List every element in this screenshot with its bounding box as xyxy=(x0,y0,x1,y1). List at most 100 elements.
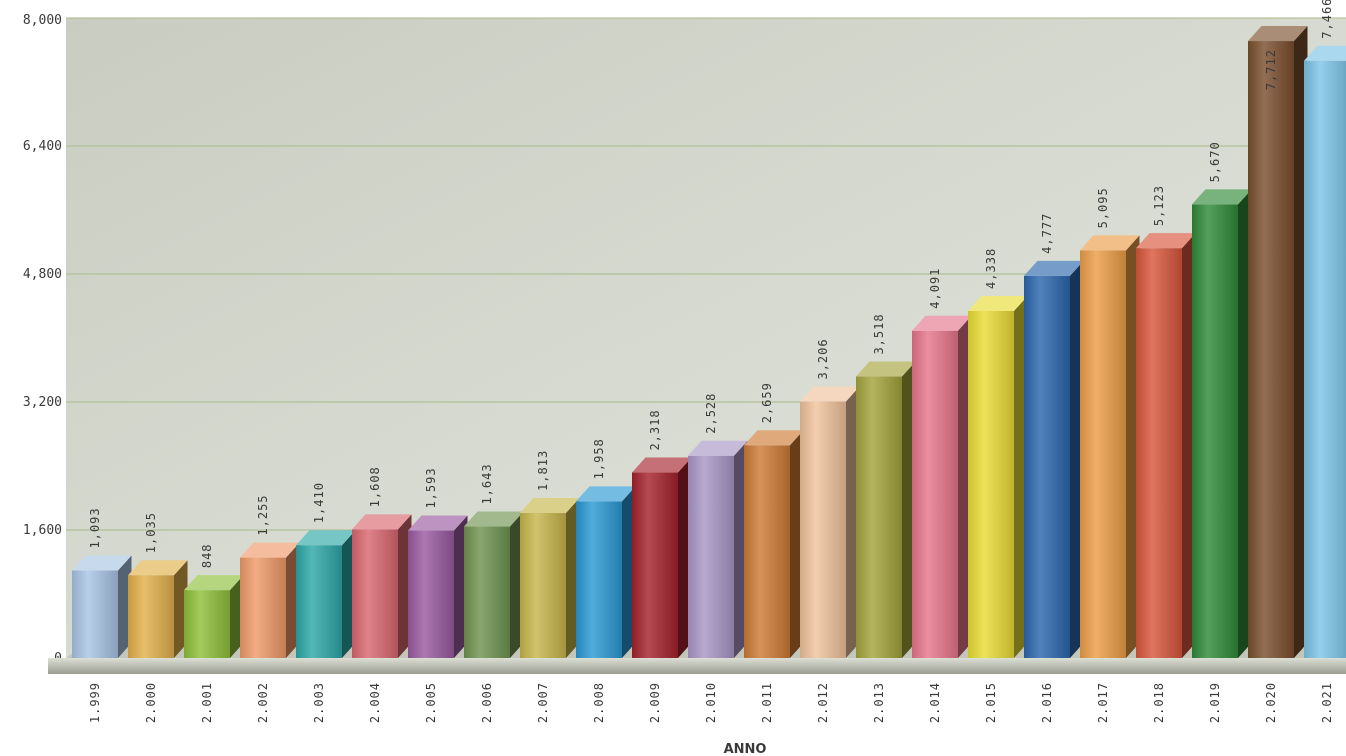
y-tick-label: 3,200 xyxy=(23,395,62,410)
floor-front xyxy=(48,658,1346,674)
bar-value-label: 4,777 xyxy=(1040,213,1054,254)
y-tick-label: 8,000 xyxy=(23,13,62,28)
bar-value-label: 3,518 xyxy=(872,313,886,354)
x-tick-label: 2.016 xyxy=(1040,682,1054,723)
bar[interactable] xyxy=(464,511,524,658)
bar-value-label: 1,093 xyxy=(88,507,102,548)
bar[interactable] xyxy=(1024,260,1084,658)
bar-front xyxy=(968,310,1014,658)
bar[interactable] xyxy=(744,430,804,658)
bar[interactable] xyxy=(856,361,916,658)
bar[interactable] xyxy=(1192,189,1252,658)
bar-front xyxy=(296,545,342,658)
bar[interactable] xyxy=(688,440,748,658)
bar-value-label: 1,958 xyxy=(592,438,606,479)
bar[interactable] xyxy=(184,575,244,658)
bar-top xyxy=(296,530,356,546)
x-tick-label: 2.014 xyxy=(928,682,942,723)
bar[interactable] xyxy=(1248,26,1308,659)
bar-front xyxy=(1304,60,1346,659)
bar-front xyxy=(72,570,118,658)
bar-top xyxy=(240,542,300,558)
bar[interactable] xyxy=(632,457,692,658)
y-tick-label: 6,400 xyxy=(23,139,62,154)
bar-top xyxy=(688,440,748,456)
bar-top xyxy=(1136,233,1196,249)
bar-front xyxy=(464,526,510,658)
bar-top xyxy=(1192,189,1252,205)
bar[interactable] xyxy=(968,295,1028,658)
x-tick-label: 2.009 xyxy=(648,682,662,723)
y-tick-label: 1,600 xyxy=(23,523,62,538)
bar[interactable] xyxy=(800,386,860,658)
x-tick-label: 2.000 xyxy=(144,682,158,723)
bar-value-label: 1,410 xyxy=(312,482,326,523)
x-tick-label: 2.005 xyxy=(424,682,438,723)
bar-value-label: 4,338 xyxy=(984,248,998,289)
x-tick-label: 2.019 xyxy=(1208,682,1222,723)
bar-front xyxy=(1248,41,1294,659)
bar-value-label: 5,670 xyxy=(1208,141,1222,182)
x-axis-ticks: 1.999 2.000 2.001 2.002 2.003 2.004 2.005 2.006… xyxy=(88,682,1334,723)
bar-top xyxy=(800,386,860,402)
bar-value-label: 3,206 xyxy=(816,338,830,379)
bar-front xyxy=(1024,275,1070,658)
bar-value-label: 2,659 xyxy=(760,382,774,423)
y-tick-label: 4,800 xyxy=(23,267,62,282)
bar-front xyxy=(576,501,622,658)
bar-value-label: 1,643 xyxy=(480,463,494,504)
bar[interactable] xyxy=(240,542,300,658)
bar-top xyxy=(184,575,244,591)
x-tick-label: 2.018 xyxy=(1152,682,1166,723)
bar-top xyxy=(72,555,132,571)
bar-top xyxy=(1080,235,1140,251)
bar-value-label: 1,035 xyxy=(144,512,158,553)
bar-front xyxy=(856,376,902,658)
bar-value-label: 1,255 xyxy=(256,494,270,535)
x-tick-label: 2.010 xyxy=(704,682,718,723)
bar-front xyxy=(912,330,958,658)
bar-front xyxy=(1080,250,1126,658)
bar-front xyxy=(520,512,566,658)
bar-front xyxy=(240,557,286,658)
bar[interactable] xyxy=(128,560,188,658)
bar-value-label: 1,593 xyxy=(424,467,438,508)
bar-front xyxy=(128,575,174,658)
bar-top xyxy=(912,315,972,331)
x-tick-label: 2.008 xyxy=(592,682,606,723)
bar[interactable] xyxy=(408,515,468,658)
bar-front xyxy=(632,472,678,658)
bar-front xyxy=(800,401,846,658)
bar-value-label: 1,608 xyxy=(368,466,382,507)
bar-value-label: 1,813 xyxy=(536,450,550,491)
bar[interactable] xyxy=(296,530,356,658)
bar-front xyxy=(1136,248,1182,658)
bar[interactable] xyxy=(352,514,412,658)
bar[interactable] xyxy=(72,555,132,658)
bar-value-label: 7,712 xyxy=(1264,49,1278,90)
bar-value-label: 7,466 xyxy=(1320,0,1334,39)
bar-top xyxy=(352,514,412,530)
bar[interactable] xyxy=(1136,233,1196,658)
x-tick-label: 2.015 xyxy=(984,682,998,723)
bar[interactable] xyxy=(520,497,580,658)
x-axis-title: ANNO xyxy=(724,742,767,756)
bar[interactable] xyxy=(576,486,636,658)
x-tick-label: 2.020 xyxy=(1264,682,1278,723)
x-tick-label: 2.013 xyxy=(872,682,886,723)
bar-top xyxy=(576,486,636,502)
bar-front xyxy=(352,529,398,658)
bar[interactable] xyxy=(1080,235,1140,658)
x-tick-label: 2.002 xyxy=(256,682,270,723)
bar[interactable] xyxy=(1304,45,1346,659)
bar-top xyxy=(128,560,188,576)
bar-value-label: 4,091 xyxy=(928,268,942,309)
x-tick-label: 2.001 xyxy=(200,682,214,723)
bar[interactable] xyxy=(912,315,972,658)
x-tick-label: 2.003 xyxy=(312,682,326,723)
x-tick-label: 2.012 xyxy=(816,682,830,723)
bar-top xyxy=(1304,45,1346,61)
